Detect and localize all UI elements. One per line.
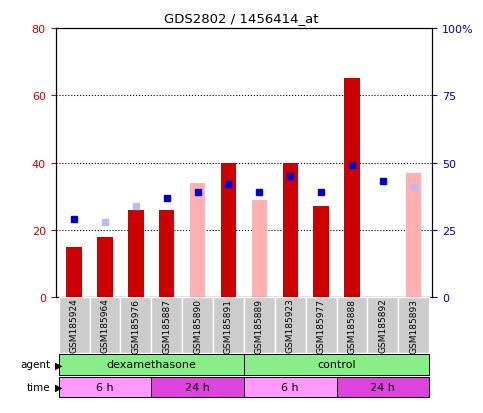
Bar: [58, 377, 151, 397]
Bar: [398, 297, 429, 353]
Bar: [244, 354, 429, 375]
Bar: [252, 200, 267, 297]
Text: ▶: ▶: [55, 359, 62, 370]
Text: 6 h: 6 h: [96, 382, 114, 392]
Bar: [337, 297, 368, 353]
Bar: [66, 247, 82, 297]
Bar: [221, 163, 236, 297]
Text: GSM185924: GSM185924: [70, 298, 79, 353]
Bar: [97, 237, 113, 297]
Text: GSM185888: GSM185888: [347, 298, 356, 353]
Text: GSM185977: GSM185977: [317, 298, 326, 353]
Bar: [89, 297, 120, 353]
Text: GSM185893: GSM185893: [409, 298, 418, 353]
Text: GSM185923: GSM185923: [286, 298, 295, 353]
Bar: [128, 210, 143, 297]
Text: ▶: ▶: [55, 382, 62, 392]
Bar: [313, 207, 329, 297]
Text: GSM185891: GSM185891: [224, 298, 233, 353]
Bar: [244, 297, 275, 353]
Legend: count, percentile rank within the sample, value, Detection Call = ABSENT, rank, : count, percentile rank within the sample…: [60, 412, 240, 413]
Text: GSM185892: GSM185892: [378, 298, 387, 353]
Bar: [58, 297, 89, 353]
Bar: [151, 297, 182, 353]
Bar: [275, 297, 306, 353]
Bar: [283, 163, 298, 297]
Text: GSM185889: GSM185889: [255, 298, 264, 353]
Bar: [159, 210, 174, 297]
Bar: [337, 377, 429, 397]
Text: control: control: [317, 359, 356, 369]
Bar: [151, 377, 244, 397]
Text: agent: agent: [21, 359, 51, 370]
Text: GSM185890: GSM185890: [193, 298, 202, 353]
Text: dexamethasone: dexamethasone: [106, 359, 196, 369]
Bar: [213, 297, 244, 353]
Text: GSM185964: GSM185964: [100, 298, 110, 353]
Bar: [344, 79, 360, 297]
Bar: [306, 297, 337, 353]
Text: 6 h: 6 h: [282, 382, 299, 392]
Text: GSM185887: GSM185887: [162, 298, 171, 353]
Text: time: time: [27, 382, 51, 392]
Bar: [368, 297, 398, 353]
Text: GSM185976: GSM185976: [131, 298, 141, 353]
Text: 24 h: 24 h: [370, 382, 395, 392]
Bar: [406, 173, 422, 297]
Bar: [58, 354, 244, 375]
Text: GDS2802 / 1456414_at: GDS2802 / 1456414_at: [164, 12, 319, 25]
Bar: [244, 377, 337, 397]
Bar: [190, 183, 205, 297]
Text: 24 h: 24 h: [185, 382, 210, 392]
Bar: [120, 297, 151, 353]
Bar: [182, 297, 213, 353]
